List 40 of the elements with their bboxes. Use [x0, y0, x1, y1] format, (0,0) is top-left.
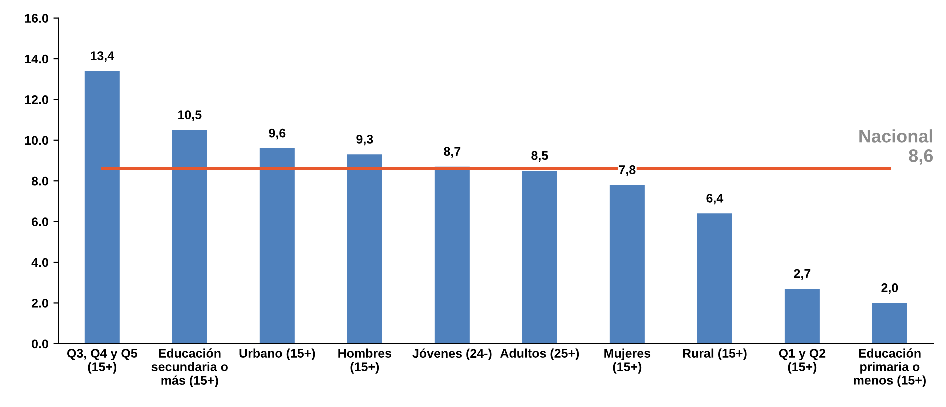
bar: [522, 170, 558, 344]
data-label: 7,8: [619, 166, 636, 176]
y-tick-label: 10.0: [25, 136, 48, 146]
y-tick-label: 12.0: [25, 96, 48, 104]
bar: [697, 214, 732, 344]
bar: [260, 148, 295, 344]
y-tick-label: 0.0: [32, 340, 48, 349]
y-tick-label: 6.0: [32, 218, 48, 226]
bar: [872, 303, 908, 344]
ref-line-label: Nacional 8,6: [860, 130, 934, 165]
x-tick-label: Mujeres (15+): [604, 348, 651, 374]
y-tick-label: 4.0: [32, 258, 48, 268]
x-tick-label: Q3, Q4 y Q5 (15+): [67, 349, 138, 374]
x-tick-label: Urbano (15+): [240, 348, 316, 360]
y-tick-label: 2.0: [32, 299, 48, 308]
data-label: 2,7: [794, 269, 811, 280]
bar: [784, 288, 820, 344]
y-tick-label: 16.0: [25, 14, 48, 23]
bar: [347, 154, 382, 344]
bar: [610, 185, 645, 344]
x-tick-label: Adultos (25+): [500, 348, 580, 360]
y-tick-label: 8.0: [32, 176, 48, 186]
data-label: 8,5: [532, 151, 548, 162]
data-label: 9,6: [269, 128, 286, 140]
data-label: 6,4: [706, 194, 724, 205]
x-tick-label: Jóvenes (24-): [412, 348, 492, 361]
data-label: 13,4: [91, 52, 115, 62]
x-tick-label: Rural (15+): [683, 348, 747, 360]
x-tick-label: Educación secundaria o más (15+): [152, 348, 228, 388]
data-label: 8,7: [444, 147, 461, 158]
bar: [172, 130, 208, 344]
x-tick-label: Hombres (15+): [338, 348, 392, 374]
bar: [84, 71, 120, 344]
x-tick-label: Q1 y Q2 (15+): [779, 349, 826, 374]
data-label: 10,5: [178, 110, 202, 122]
data-label: 9,3: [356, 135, 374, 146]
bar: [434, 166, 470, 344]
data-label: 2,0: [882, 284, 898, 294]
y-tick-label: 14.0: [25, 54, 48, 64]
x-tick-label: Educación primaria o menos (15+): [854, 348, 926, 388]
